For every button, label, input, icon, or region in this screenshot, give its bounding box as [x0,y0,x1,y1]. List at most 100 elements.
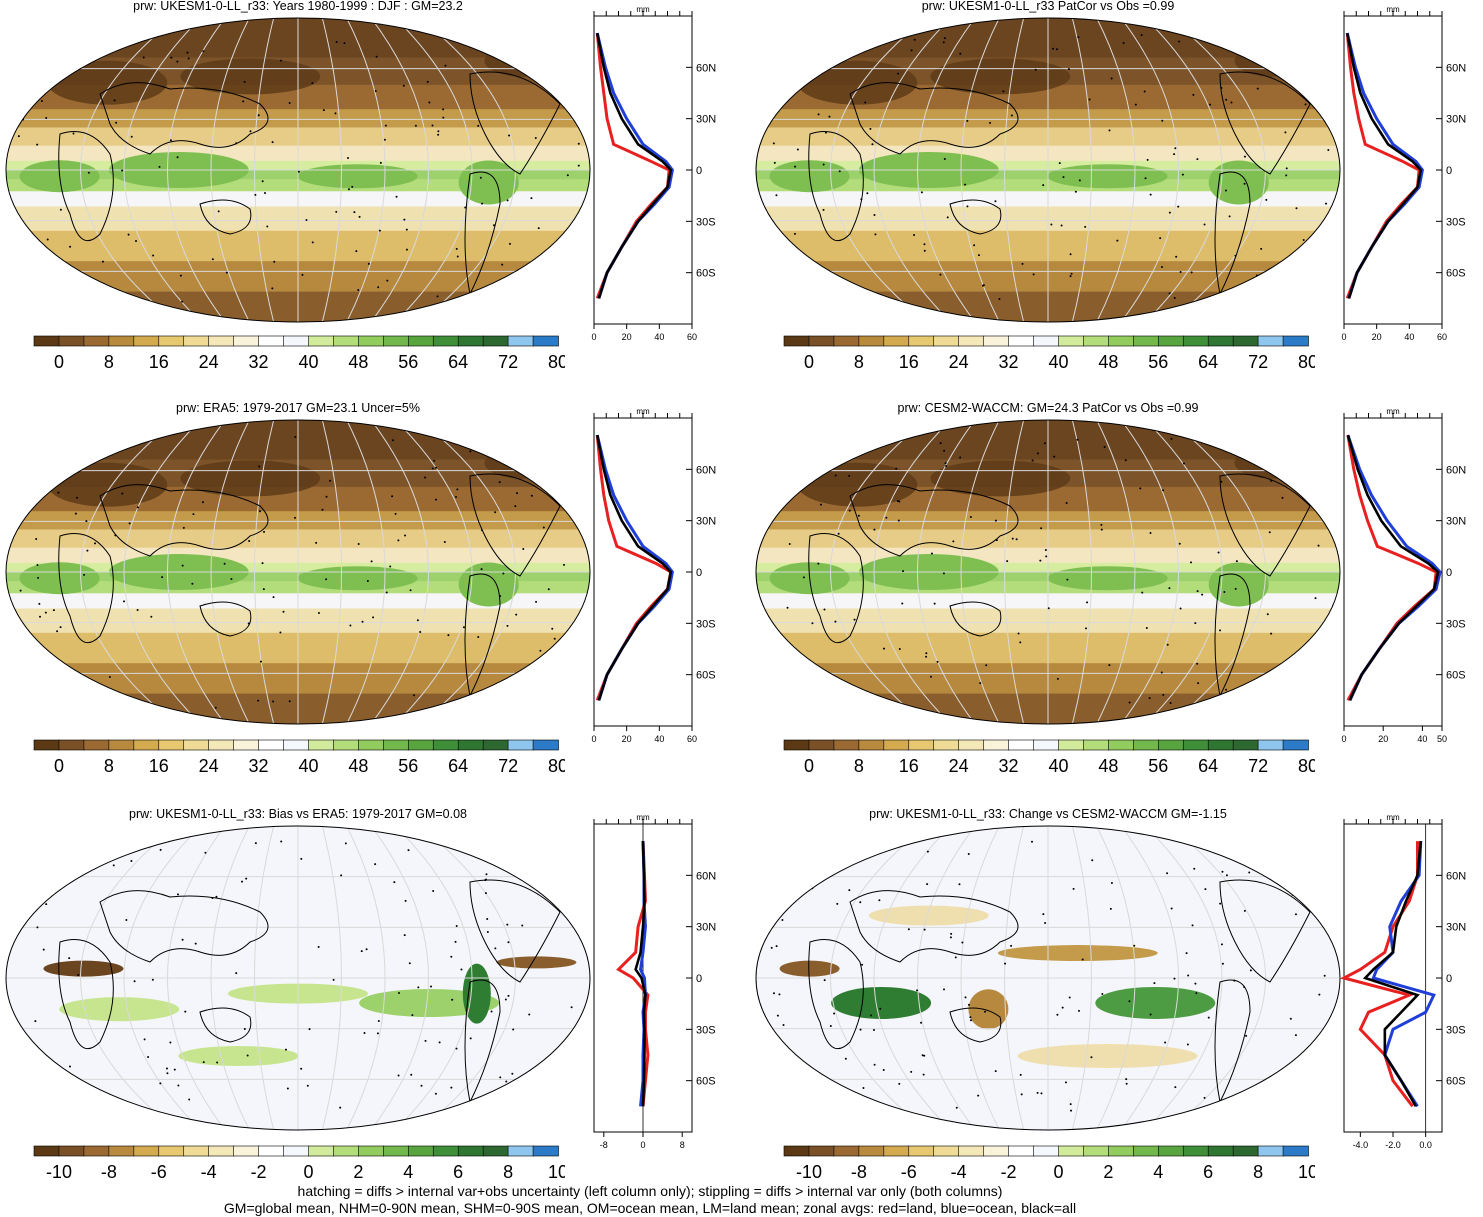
stipple-dot [325,495,328,498]
stipple-dot [357,288,360,291]
stipple-dot [377,1019,380,1022]
stipple-dot [1220,86,1223,89]
stipple-dot [1209,103,1212,106]
stipple-dot [279,631,282,634]
stipple-dot [113,99,116,102]
stipple-dot [90,279,93,282]
stipple-dot [1110,881,1113,884]
colorbar-swatch [1108,335,1135,347]
stipple-dot [1234,254,1237,257]
stipple-dot [1032,273,1035,276]
stipple-dot [973,244,976,247]
stipple-dot [979,682,982,685]
stipple-dot [1193,867,1196,870]
stipple-dot [481,529,484,532]
stipple-dot [444,64,447,67]
map-panel-5 [5,825,591,1131]
footer-note-2: GM=global mean, NHM=0-90N mean, SHM=0-90… [223,1200,1077,1216]
stipple-dot [1195,992,1198,995]
stipple-dot [1225,688,1228,691]
stipple-dot [774,1074,777,1077]
stipple-dot [883,647,886,650]
stipple-dot [59,626,62,629]
stipple-dot [181,564,184,567]
stipple-dot [1203,1096,1206,1099]
stipple-dot [788,542,791,545]
stipple-dot [1062,176,1065,179]
stipple-dot [1088,98,1091,101]
colorbar-swatch [258,1145,285,1157]
stipple-dot [216,1061,219,1064]
stipple-dot [512,1028,515,1031]
stipple-dot [436,295,439,298]
colorbar-label: 56 [1148,756,1168,776]
stipple-dot [1265,198,1268,201]
stipple-dot [885,516,888,519]
colorbar-swatch [158,739,185,751]
anomaly-region [968,989,1009,1030]
stipple-dot [823,608,826,611]
colorbar-label: 56 [398,756,418,776]
zonal-x-tick-label: 40 [1404,332,1414,342]
coastline [1214,979,1251,1104]
colorbar-label: 48 [348,756,368,776]
stipple-dot [383,138,386,141]
stipple-dot [506,199,509,202]
stipple-dot [1196,158,1199,161]
stipple-dot [575,281,578,284]
stipple-dot [555,93,558,96]
zonal-lat-label: 60N [696,464,716,476]
stipple-dot [74,512,77,515]
colorbar-swatch [258,739,285,751]
stipple-dot [836,902,839,905]
stipple-dot [484,892,487,895]
stipple-dot [114,534,117,537]
stipple-dot [1086,601,1089,604]
stipple-dot [374,89,377,92]
stipple-dot [842,843,845,846]
longitude-line [873,826,952,1130]
stipple-dot [836,683,839,686]
stipple-dot [838,170,841,173]
stipple-dot [537,227,540,230]
stipple-dot [802,576,805,579]
stipple-dot [431,124,434,127]
longitude-line [1169,18,1266,322]
stipple-dot [1015,538,1018,541]
zonal-lat-label: 30S [696,216,716,228]
anomaly-region [178,1046,299,1066]
zonal-x-tick-label: 60 [687,734,697,744]
stipple-dot [977,254,980,257]
stipple-dot [864,101,867,104]
stipple-dot [344,842,347,845]
stipple-dot [1225,293,1228,296]
zonal-x-tick-label: 40 [654,332,664,342]
colorbar-swatch [1282,739,1309,751]
stipple-dot [771,94,774,97]
zonal-unit-label: mm [636,5,650,14]
stipple-dot [1194,622,1197,625]
zonal-lat-label: 60S [1446,268,1466,280]
stipple-dot [60,702,63,705]
stipple-dot [125,919,128,922]
stipple-dot [848,889,851,892]
colorbar-swatch [958,1145,985,1157]
stipple-dot [891,435,894,438]
stipple-dot [435,498,438,501]
colorbar-swatch [1008,1145,1035,1157]
stipple-dot [161,576,164,579]
coastline [58,939,114,1050]
stipple-dot [902,570,905,573]
stipple-dot [1066,578,1069,581]
stipple-dot [121,169,124,172]
zonal-unit-label: mm [1386,813,1400,822]
stipple-dot [558,685,561,688]
colorbar-label: 8 [104,352,114,372]
stipple-dot [521,924,524,927]
stipple-dot [1039,559,1042,562]
anomaly-region [462,963,491,1024]
stipple-dot [1042,913,1045,916]
stipple-dot [335,41,338,44]
colorbar-swatch [1008,335,1035,347]
longitude-line [394,826,473,1130]
